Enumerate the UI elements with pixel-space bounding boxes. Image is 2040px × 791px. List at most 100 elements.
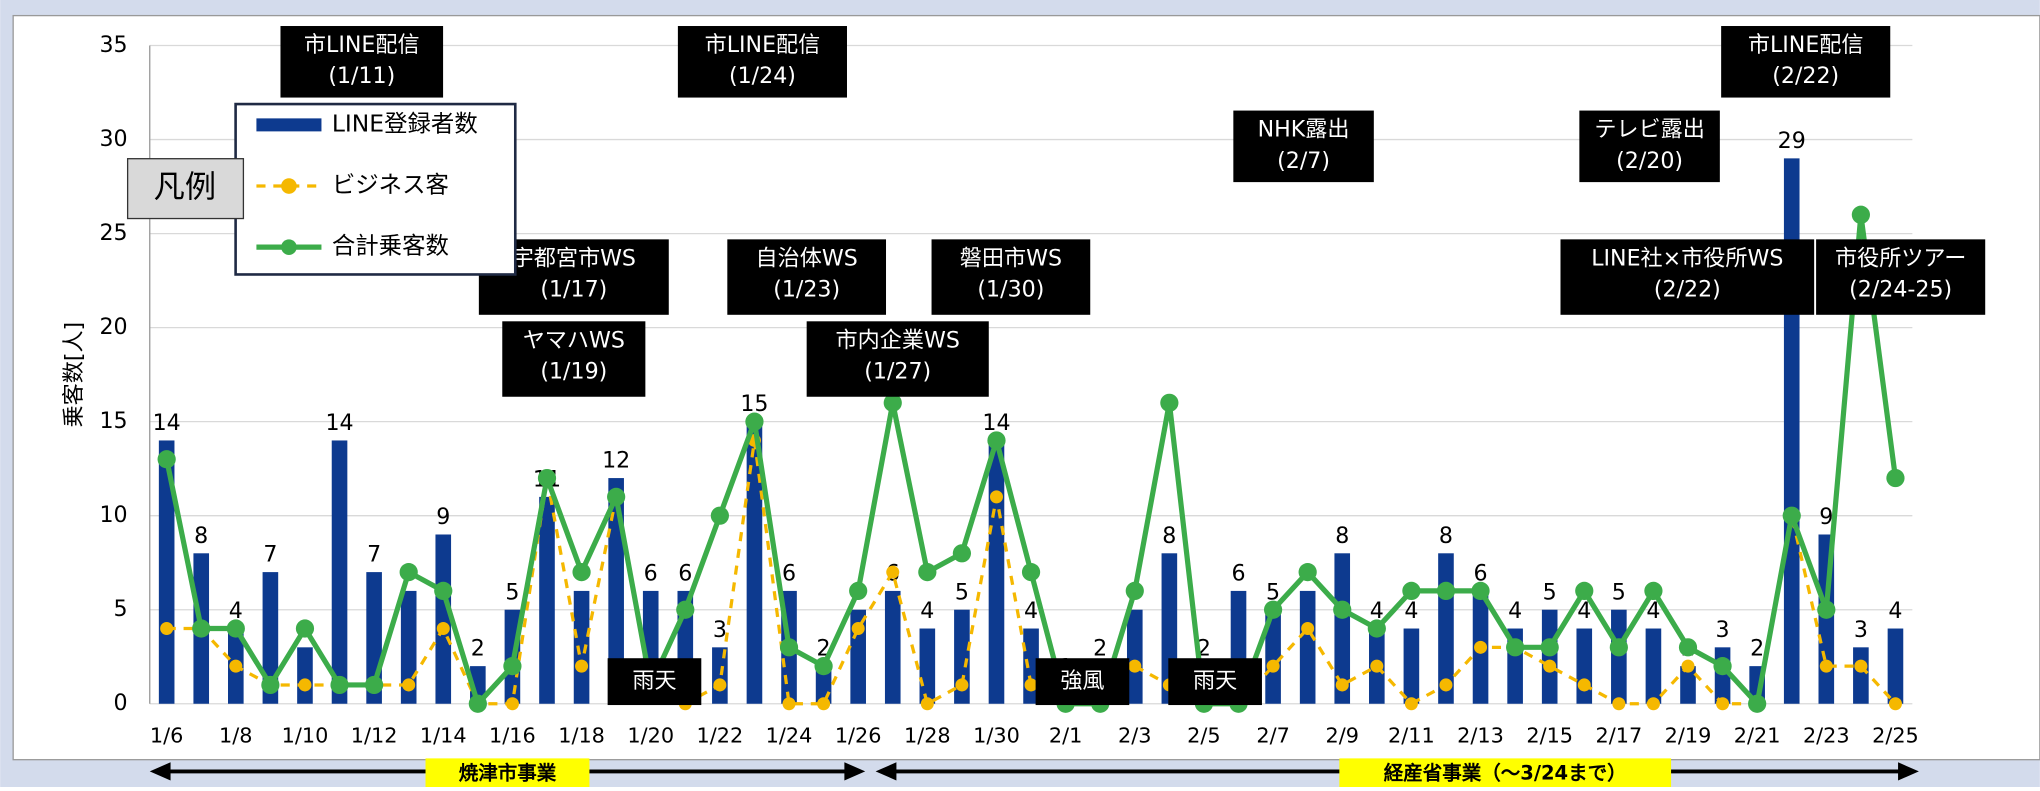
annotation-text: (2/22) xyxy=(1654,277,1721,303)
legend-swatch xyxy=(281,178,297,194)
x-tick-label: 2/1 xyxy=(1049,723,1082,747)
annotation-text: (2/24-25) xyxy=(1849,277,1952,303)
point xyxy=(261,675,280,695)
point xyxy=(436,622,450,636)
annotation-box xyxy=(607,658,702,706)
point xyxy=(989,490,1003,504)
legend-label: 合計乗客数 xyxy=(332,232,449,260)
data-label: 5 xyxy=(955,579,969,605)
legend-swatch xyxy=(281,239,297,255)
point xyxy=(1474,640,1488,654)
point xyxy=(886,565,900,579)
x-tick-label: 1/14 xyxy=(420,723,467,747)
data-label: 6 xyxy=(782,560,796,586)
bar xyxy=(1853,647,1869,704)
data-label: 3 xyxy=(713,617,727,643)
legend-title-box xyxy=(126,158,245,220)
x-tick-label: 1/8 xyxy=(219,723,252,747)
bar xyxy=(1645,628,1662,704)
arrow-head xyxy=(1898,762,1919,781)
point xyxy=(745,412,764,431)
point xyxy=(987,431,1006,450)
y-axis-label: 乗客数[人] xyxy=(61,322,87,428)
annotation-text: (1/17) xyxy=(540,277,607,303)
y-tick-label: 35 xyxy=(99,32,127,58)
data-label: 4 xyxy=(1370,598,1384,624)
data-label: 4 xyxy=(1024,598,1038,624)
bar xyxy=(1403,628,1420,704)
bar xyxy=(1887,628,1904,704)
point xyxy=(1370,659,1384,673)
annotation-text: NHK露出 xyxy=(1258,117,1350,143)
point xyxy=(1646,697,1660,711)
point xyxy=(1888,697,1902,711)
data-label: 8 xyxy=(1162,523,1176,549)
point xyxy=(295,619,315,638)
point xyxy=(1298,562,1317,582)
legend-swatch xyxy=(256,118,322,132)
point xyxy=(814,657,833,676)
x-tick-label: 2/7 xyxy=(1256,723,1289,747)
point xyxy=(782,697,796,711)
point xyxy=(849,581,868,601)
annotation-text: 市LINE配信 xyxy=(1748,32,1864,58)
annotation-text: (1/27) xyxy=(864,359,931,385)
point xyxy=(1851,205,1870,224)
point xyxy=(192,619,211,638)
point xyxy=(468,694,487,713)
annotation-box xyxy=(1168,658,1262,706)
point xyxy=(1644,581,1663,601)
x-tick-label: 1/26 xyxy=(835,723,882,747)
data-label: 4 xyxy=(1404,598,1418,624)
data-label: 3 xyxy=(1716,617,1730,643)
point xyxy=(1125,581,1144,601)
y-tick-label: 30 xyxy=(99,126,127,152)
bar xyxy=(539,496,555,704)
point xyxy=(1782,506,1801,525)
point xyxy=(1402,581,1421,601)
x-tick-label: 1/22 xyxy=(697,723,744,747)
x-tick-label: 2/25 xyxy=(1872,723,1919,747)
annotation-text: (1/30) xyxy=(977,277,1044,303)
x-tick-label: 2/15 xyxy=(1526,723,1573,747)
x-tick-label: 1/12 xyxy=(351,723,398,747)
annotation-text: (2/20) xyxy=(1616,148,1683,174)
bar xyxy=(1126,609,1143,704)
bar xyxy=(1680,666,1696,704)
point xyxy=(1609,638,1628,657)
bar xyxy=(608,478,624,704)
bar xyxy=(919,628,936,704)
x-tick-label: 2/19 xyxy=(1665,723,1712,747)
point xyxy=(229,659,243,673)
data-label: 4 xyxy=(1888,598,1902,624)
point xyxy=(1540,638,1559,657)
annotation-text: (2/22) xyxy=(1772,63,1839,89)
point xyxy=(575,659,589,673)
annotation-text: (1/24) xyxy=(729,63,796,89)
x-tick-label: 2/9 xyxy=(1325,723,1358,747)
y-tick-label: 25 xyxy=(99,220,127,246)
annotation-box xyxy=(677,26,847,98)
x-tick-label: 2/3 xyxy=(1118,723,1151,747)
point xyxy=(1681,659,1695,673)
annotation-text: 市内企業WS xyxy=(836,327,960,353)
annotation-text: 市役所ツアー xyxy=(1835,245,1966,271)
point xyxy=(1301,622,1315,636)
arrow-head xyxy=(149,762,171,781)
bar xyxy=(1265,609,1281,704)
point xyxy=(226,619,245,638)
data-label: 6 xyxy=(1231,560,1245,586)
point xyxy=(1575,581,1594,601)
y-tick-label: 20 xyxy=(99,314,127,340)
period-box xyxy=(1339,758,1672,787)
data-label: 6 xyxy=(678,560,692,586)
legend-label: ビジネス客 xyxy=(332,171,449,199)
bar xyxy=(573,590,590,704)
point xyxy=(537,468,557,488)
x-tick-label: 1/6 xyxy=(150,723,183,747)
point xyxy=(1819,659,1833,673)
annotation-text: (2/7) xyxy=(1277,148,1330,174)
annotation-box xyxy=(280,26,444,98)
x-tick-label: 2/17 xyxy=(1595,723,1642,747)
data-label: 5 xyxy=(1543,579,1557,605)
